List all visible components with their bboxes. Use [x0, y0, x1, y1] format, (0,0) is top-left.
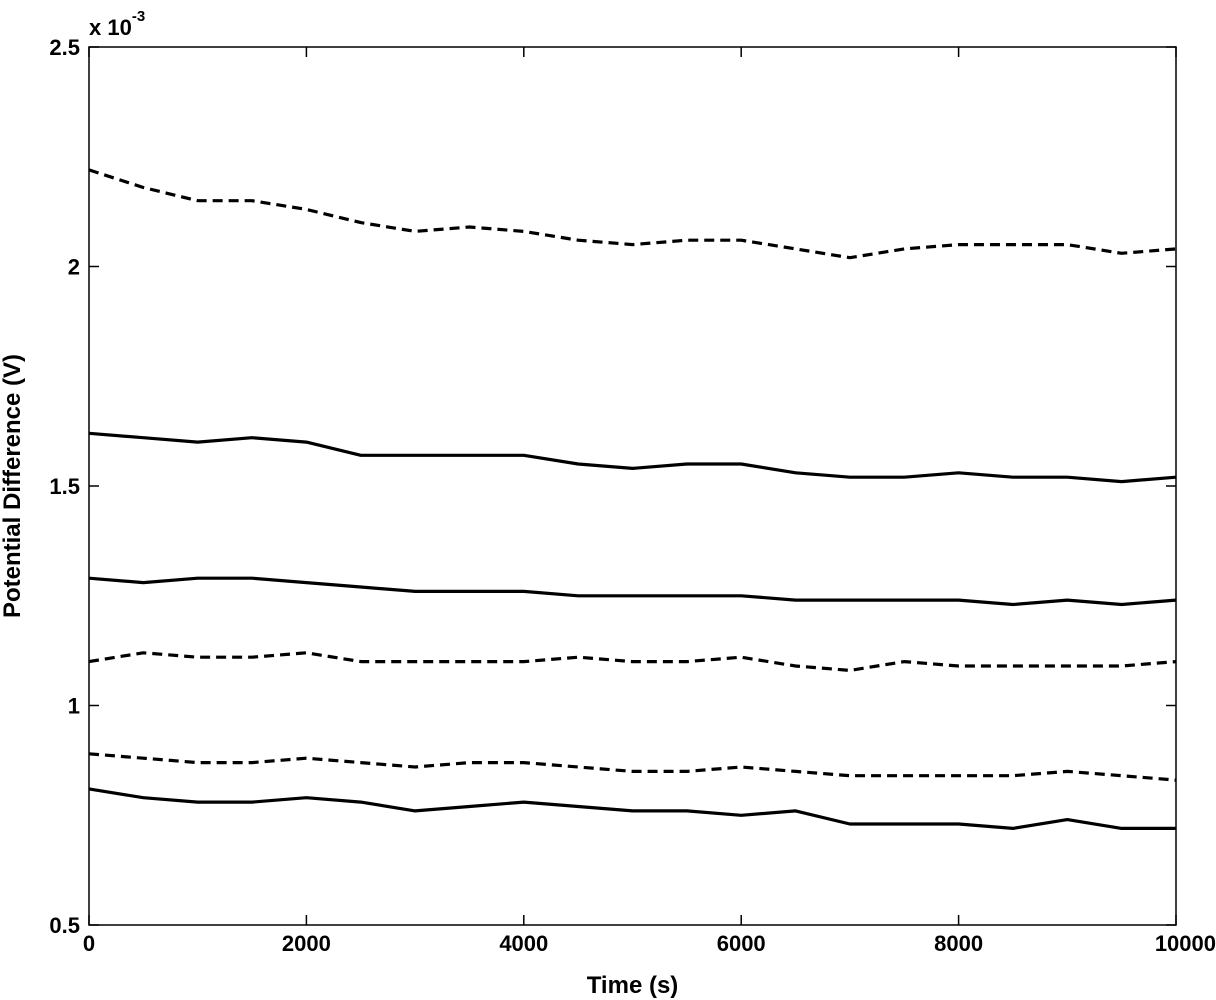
- x-tick-label: 10000: [1155, 931, 1216, 956]
- series-line-1: [88, 168, 1177, 260]
- x-tick-label: 4000: [499, 931, 548, 956]
- series-line-4: [88, 651, 1177, 673]
- series-line-3: [88, 576, 1177, 607]
- x-tick-label: 6000: [717, 931, 766, 956]
- x-tick-label: 8000: [934, 931, 983, 956]
- plot-frame: [88, 46, 1177, 926]
- series-layer: [88, 168, 1177, 831]
- y-tick-label: 2.5: [49, 35, 80, 60]
- series-line-6: [88, 787, 1176, 831]
- ticks-layer: [88, 46, 1177, 926]
- series-line-5: [88, 752, 1177, 782]
- x-tick-label: 0: [83, 931, 95, 956]
- y-tick-label: 1.5: [49, 474, 80, 499]
- x-axis-label: Time (s): [587, 972, 679, 999]
- y-scale-base: x 10: [89, 15, 132, 40]
- y-tick-label: 1: [68, 694, 80, 719]
- y-scale-exponent: -3: [132, 8, 145, 25]
- y-tick-label: 0.5: [49, 913, 80, 938]
- labels-layer: 0 2000 4000 6000 8000 10000 0.5 1 1.5 2 2.5: [49, 35, 1216, 956]
- series-line-2: [88, 431, 1177, 484]
- x-tick-label: 2000: [282, 931, 331, 956]
- y-axis-label: Potential Difference (V): [0, 354, 26, 618]
- y-scale-multiplier: x 10-3: [89, 8, 145, 40]
- y-tick-label: 2: [68, 255, 80, 280]
